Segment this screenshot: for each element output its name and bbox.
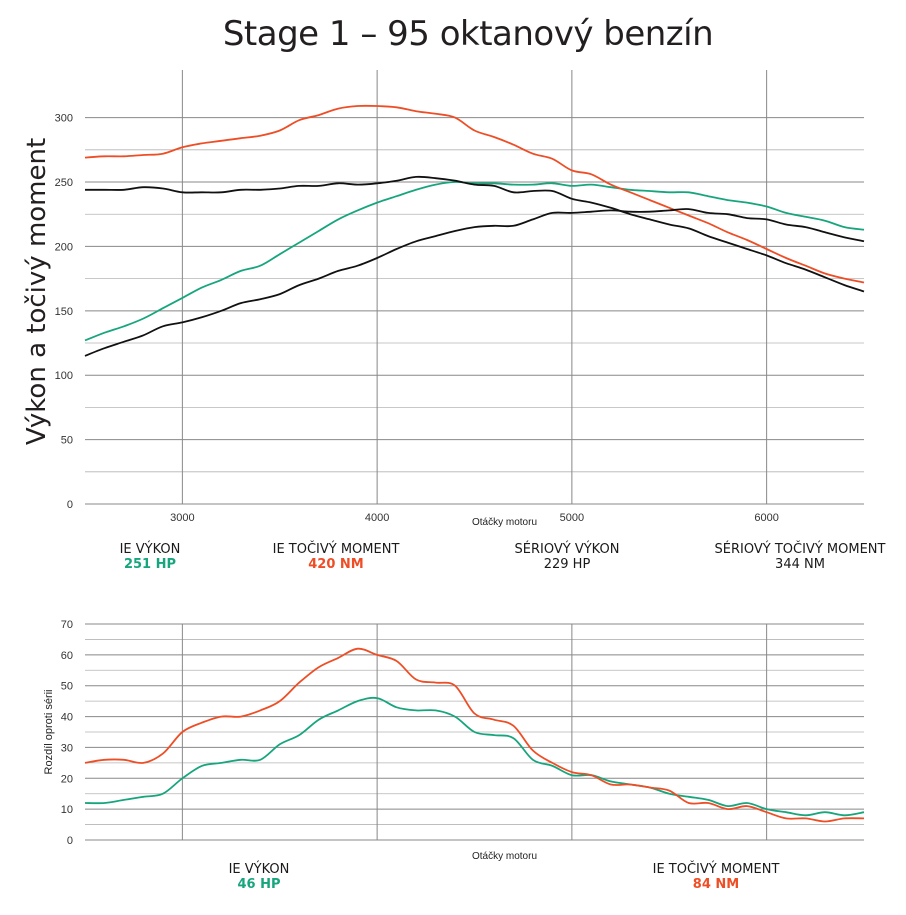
stat-value: 84 NM: [692, 877, 740, 892]
stat-value: 251 HP: [123, 557, 177, 572]
series-line-ie-power: [84, 181, 865, 342]
x-tick-label: 3000: [170, 512, 194, 524]
stat-top-stock-power: SÉRIOVÝ VÝKON 229 HP: [467, 542, 667, 572]
y-tick-label: 0: [67, 499, 73, 511]
y-tick-label: 10: [61, 804, 73, 816]
top-plot: 0 50 100 150 200 250 300 3000 4000 5000 6000 Otáčky…: [22, 70, 865, 528]
stat-value: 420 NM: [308, 557, 364, 572]
y-tick-label: 150: [55, 306, 73, 318]
stat-label: IE VÝKON: [228, 862, 290, 877]
stat-value: 344 NM: [775, 557, 825, 572]
stat-label: SÉRIOVÝ TOČIVÝ MOMENT: [714, 542, 886, 557]
stat-top-ie-power: IE VÝKON 251 HP: [50, 542, 250, 572]
stat-value: 46 HP: [237, 877, 281, 892]
y-axis-title: Rozdíl oproti sérii: [43, 690, 55, 775]
stat-label: IE TOČIVÝ MOMENT: [652, 862, 780, 877]
x-tick-label: 6000: [754, 512, 778, 524]
series-line-power-diff: [84, 696, 865, 817]
y-tick-label: 100: [55, 370, 73, 382]
x-tick-label: 4000: [365, 512, 389, 524]
x-axis-title: Otáčky motoru: [472, 517, 537, 528]
stat-label: IE VÝKON: [119, 542, 181, 557]
y-tick-label: 0: [67, 835, 73, 847]
y-axis-title: Výkon a točivý moment: [22, 138, 52, 445]
y-tick-label: 200: [55, 241, 73, 253]
stat-value: 229 HP: [543, 557, 591, 572]
y-tick-label: 60: [61, 650, 73, 662]
y-tick-label: 300: [55, 113, 73, 125]
x-tick-label: 5000: [560, 512, 584, 524]
stat-label: IE TOČIVÝ MOMENT: [272, 542, 400, 557]
stat-top-stock-torque: SÉRIOVÝ TOČIVÝ MOMENT 344 NM: [700, 542, 900, 572]
y-tick-label: 20: [61, 773, 73, 785]
y-tick-label: 40: [61, 712, 73, 724]
y-tick-label: 30: [61, 742, 73, 754]
stat-label: SÉRIOVÝ VÝKON: [514, 542, 620, 557]
stat-bottom-ie-torque: IE TOČIVÝ MOMENT 84 NM: [616, 862, 816, 892]
y-tick-label: 50: [61, 681, 73, 693]
x-axis-title: Otáčky motoru: [472, 851, 537, 862]
series-line-stock-torque: [84, 175, 865, 293]
chart-title: Stage 1 – 95 oktanový benzín: [222, 14, 714, 54]
y-tick-label: 70: [61, 619, 73, 631]
series-line-stock-power: [84, 208, 865, 357]
stat-bottom-ie-power: IE VÝKON 46 HP: [159, 862, 359, 892]
stat-top-ie-torque: IE TOČIVÝ MOMENT 420 NM: [236, 542, 436, 572]
bottom-plot: 0 10 20 30 40 50 60 70 Otáčky motoru Rozdíl oprot…: [43, 619, 865, 862]
y-tick-label: 250: [55, 177, 73, 189]
y-tick-label: 50: [61, 435, 73, 447]
series-line-torque-diff: [84, 647, 865, 823]
series-line-ie-torque: [84, 104, 865, 284]
